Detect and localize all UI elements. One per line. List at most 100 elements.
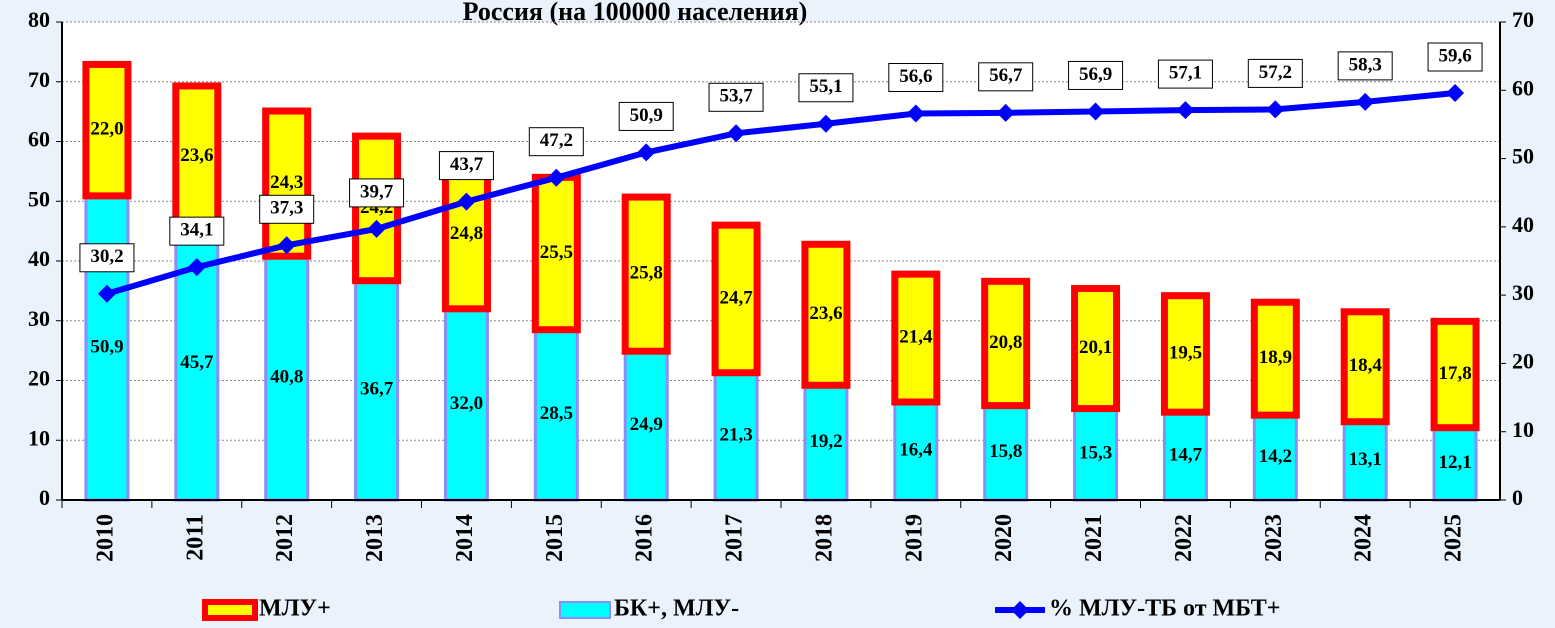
legend-swatch xyxy=(202,599,258,621)
legend-marker xyxy=(1011,601,1029,619)
legend-label: % МЛУ-ТБ от МБТ+ xyxy=(1049,596,1280,622)
bar-label: 36,7 xyxy=(360,379,394,400)
bar-label: 23,6 xyxy=(809,303,842,324)
line-label: 56,9 xyxy=(1079,64,1112,85)
bar-label: 24,3 xyxy=(270,172,303,193)
label-box xyxy=(169,216,225,246)
y-tick-label: 60 xyxy=(28,127,50,152)
line-label: 57,1 xyxy=(1169,62,1202,83)
x-tick-label: 2022 xyxy=(1171,514,1197,562)
y2-tick-label: 70 xyxy=(1512,7,1534,32)
line-label: 39,7 xyxy=(360,181,394,202)
bar-label: 18,4 xyxy=(1349,355,1383,376)
line-label: 55,1 xyxy=(809,76,842,97)
marker xyxy=(1356,92,1375,111)
line-label: 37,3 xyxy=(270,198,303,219)
label-box xyxy=(438,151,494,181)
marker xyxy=(727,124,746,143)
line-label: 59,6 xyxy=(1438,45,1471,66)
line-label: 57,2 xyxy=(1259,62,1292,83)
marker xyxy=(97,284,116,303)
y2-tick-label: 30 xyxy=(1512,280,1534,305)
bar xyxy=(1340,308,1390,426)
label-box xyxy=(1247,58,1303,88)
bar-label: 25,8 xyxy=(630,263,663,284)
x-tick-label: 2018 xyxy=(811,514,837,562)
bar-label: 12,1 xyxy=(1438,452,1471,473)
bar xyxy=(172,82,222,231)
y-tick-label: 0 xyxy=(39,485,50,510)
y2-tick-label: 60 xyxy=(1512,75,1534,100)
marker xyxy=(996,103,1015,122)
bar xyxy=(1430,317,1480,432)
bar-label: 20,8 xyxy=(989,332,1022,353)
x-tick-label: 2019 xyxy=(901,514,927,562)
bar xyxy=(82,60,132,200)
y2-tick-label: 40 xyxy=(1512,212,1534,237)
x-tick-label: 2013 xyxy=(362,514,388,562)
marker xyxy=(187,258,206,277)
bar xyxy=(1071,284,1121,413)
label-box xyxy=(79,243,135,273)
bar xyxy=(1160,292,1210,416)
bar xyxy=(983,404,1029,502)
line-label: 47,2 xyxy=(540,130,573,151)
bar-label: 14,7 xyxy=(1169,444,1203,465)
x-tick-label: 2021 xyxy=(1081,514,1107,562)
bar xyxy=(354,279,400,502)
bar xyxy=(352,132,402,285)
line-label: 58,3 xyxy=(1349,54,1382,75)
label-box xyxy=(618,101,674,131)
label-box xyxy=(978,62,1034,92)
marker xyxy=(457,192,476,211)
label-box xyxy=(1337,51,1393,81)
x-tick-label: 2015 xyxy=(542,514,568,562)
x-tick-label: 2024 xyxy=(1351,514,1377,562)
bar-label: 24,7 xyxy=(719,287,753,308)
bar-label: 15,3 xyxy=(1079,443,1112,464)
bar xyxy=(443,307,489,502)
x-tick-label: 2023 xyxy=(1261,514,1287,562)
bar-label: 32,0 xyxy=(450,393,483,414)
x-tick-label: 2011 xyxy=(182,514,208,561)
bar-label: 28,5 xyxy=(540,403,573,424)
y-tick-label: 50 xyxy=(28,186,50,211)
label-box xyxy=(1157,59,1213,89)
marker xyxy=(1176,101,1195,120)
line-label: 30,2 xyxy=(90,246,123,267)
label-box xyxy=(708,82,764,112)
y2-tick-label: 20 xyxy=(1512,348,1534,373)
bar-label: 24,8 xyxy=(450,223,483,244)
bar-label: 13,1 xyxy=(1349,449,1382,470)
bar xyxy=(891,270,941,406)
bar-label: 16,4 xyxy=(899,439,933,460)
bar xyxy=(711,221,761,377)
bar-label: 18,9 xyxy=(1259,347,1292,368)
bar xyxy=(1252,413,1298,502)
line-label: 50,9 xyxy=(630,105,663,126)
legend-label: БК+, МЛУ- xyxy=(614,596,739,622)
bar-label: 45,7 xyxy=(180,352,214,373)
bar-label: 25,5 xyxy=(540,242,573,263)
bar-label: 14,2 xyxy=(1259,446,1292,467)
y-tick-label: 30 xyxy=(28,306,50,331)
label-box xyxy=(798,73,854,103)
marker xyxy=(367,219,386,238)
label-box xyxy=(528,127,584,157)
marker xyxy=(1446,84,1465,103)
x-tick-label: 2012 xyxy=(272,514,298,562)
y-tick-label: 70 xyxy=(28,67,50,92)
x-tick-label: 2020 xyxy=(991,514,1017,562)
bar-label: 20,1 xyxy=(1079,337,1112,358)
bar-label: 22,0 xyxy=(90,119,123,140)
x-tick-label: 2025 xyxy=(1441,514,1467,562)
line xyxy=(106,90,1456,297)
marker xyxy=(547,168,566,187)
bar xyxy=(621,193,671,355)
x-tick-label: 2016 xyxy=(632,514,658,562)
label-box xyxy=(349,178,405,208)
legend-label: МЛУ+ xyxy=(259,596,331,622)
line-label: 34,1 xyxy=(180,220,213,241)
bar xyxy=(262,107,312,260)
y-tick-label: 80 xyxy=(28,7,50,32)
